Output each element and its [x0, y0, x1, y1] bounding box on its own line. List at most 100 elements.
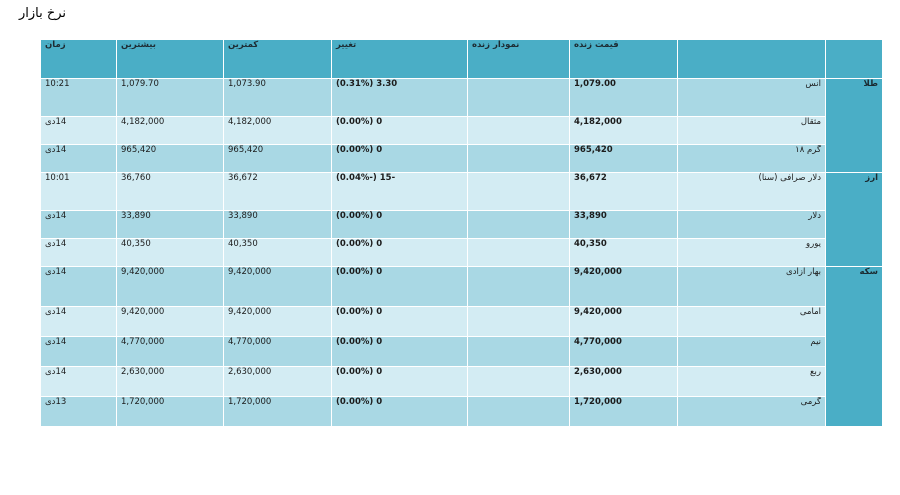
row-low: 2,630,000: [223, 366, 332, 397]
row-time: 14دی: [40, 306, 117, 337]
table-header-row: قیمت زنده نمودار زنده تغییر کمترین بیشتر…: [40, 39, 883, 79]
row-change: 0 (0.00%): [331, 396, 468, 427]
header-chart: نمودار زنده: [467, 39, 570, 79]
row-change: 0 (0.00%): [331, 266, 468, 307]
row-price: 9,420,000: [569, 306, 678, 337]
table-row: یورو 40,350 0 (0.00%) 40,350 40,350 14دی: [40, 238, 883, 267]
header-change: تغییر: [331, 39, 468, 79]
row-time: 14دی: [40, 238, 117, 267]
row-chart: [467, 396, 570, 427]
row-low: 36,672: [223, 172, 332, 211]
row-chart: [467, 116, 570, 145]
row-change: 0 (0.00%): [331, 336, 468, 367]
row-high: 40,350: [116, 238, 224, 267]
row-change: 0 (0.00%): [331, 238, 468, 267]
table-row: ارز دلار صرافی (سنا) 36,672 -15 (-0.04%)…: [40, 172, 883, 267]
row-high: 4,770,000: [116, 336, 224, 367]
row-time: 10:21: [40, 78, 117, 117]
row-chart: [467, 366, 570, 397]
table-row: دلار 33,890 0 (0.00%) 33,890 33,890 14دی: [40, 210, 883, 239]
row-high: 965,420: [116, 144, 224, 173]
row-name: انس: [677, 78, 826, 117]
row-name: مثقال: [677, 116, 826, 145]
row-time: 13دی: [40, 396, 117, 427]
market-rates-table: قیمت زنده نمودار زنده تغییر کمترین بیشتر…: [40, 39, 883, 427]
row-name: ربع: [677, 366, 826, 397]
row-chart: [467, 210, 570, 239]
header-high: بیشترین: [116, 39, 224, 79]
row-change: 3.30 (0.31%): [331, 78, 468, 117]
row-name: گرمی: [677, 396, 826, 427]
header-low: کمترین: [223, 39, 332, 79]
row-time: 14دی: [40, 144, 117, 173]
row-low: 1,720,000: [223, 396, 332, 427]
row-high: 33,890: [116, 210, 224, 239]
row-high: 36,760: [116, 172, 224, 211]
header-price: قیمت زنده: [569, 39, 678, 79]
row-change: 0 (0.00%): [331, 306, 468, 337]
row-time: 14دی: [40, 366, 117, 397]
row-price: 33,890: [569, 210, 678, 239]
row-chart: [467, 78, 570, 117]
row-price: 4,770,000: [569, 336, 678, 367]
row-chart: [467, 172, 570, 211]
row-high: 1,079.70: [116, 78, 224, 117]
row-name: بهار آزادی: [677, 266, 826, 307]
row-name: گرم ۱۸: [677, 144, 826, 173]
row-name: یورو: [677, 238, 826, 267]
header-time: زمان: [40, 39, 117, 79]
table-row: امامی 9,420,000 0 (0.00%) 9,420,000 9,42…: [40, 306, 883, 337]
row-high: 9,420,000: [116, 266, 224, 307]
row-price: 9,420,000: [569, 266, 678, 307]
row-high: 4,182,000: [116, 116, 224, 145]
row-low: 9,420,000: [223, 266, 332, 307]
row-low: 4,770,000: [223, 336, 332, 367]
row-change: 0 (0.00%): [331, 210, 468, 239]
header-group: [825, 39, 883, 79]
row-chart: [467, 238, 570, 267]
row-low: 4,182,000: [223, 116, 332, 145]
row-price: 965,420: [569, 144, 678, 173]
row-price: 40,350: [569, 238, 678, 267]
row-price: 2,630,000: [569, 366, 678, 397]
table-row: نیم 4,770,000 0 (0.00%) 4,770,000 4,770,…: [40, 336, 883, 367]
row-name: امامی: [677, 306, 826, 337]
header-name: [677, 39, 826, 79]
row-high: 2,630,000: [116, 366, 224, 397]
row-chart: [467, 306, 570, 337]
row-low: 33,890: [223, 210, 332, 239]
row-time: 14دی: [40, 210, 117, 239]
row-name: نیم: [677, 336, 826, 367]
table-row: مثقال 4,182,000 0 (0.00%) 4,182,000 4,18…: [40, 116, 883, 145]
row-price: 1,720,000: [569, 396, 678, 427]
row-name: دلار: [677, 210, 826, 239]
row-price: 1,079.00: [569, 78, 678, 117]
table-row: ربع 2,630,000 0 (0.00%) 2,630,000 2,630,…: [40, 366, 883, 397]
table-row: طلا انس 1,079.00 3.30 (0.31%) 1,073.90 1…: [40, 78, 883, 173]
group-label-coin: سکه: [825, 266, 883, 427]
row-high: 1,720,000: [116, 396, 224, 427]
row-high: 9,420,000: [116, 306, 224, 337]
row-change: 0 (0.00%): [331, 116, 468, 145]
page-title: نرخ بازار: [18, 6, 66, 21]
row-chart: [467, 336, 570, 367]
row-change: -15 (-0.04%): [331, 172, 468, 211]
row-time: 14دی: [40, 116, 117, 145]
row-chart: [467, 144, 570, 173]
table-row: سکه بهار آزادی 9,420,000 0 (0.00%) 9,420…: [40, 266, 883, 427]
row-low: 40,350: [223, 238, 332, 267]
group-label-gold: طلا: [825, 78, 883, 173]
row-name: دلار صرافی (سنا): [677, 172, 826, 211]
row-low: 9,420,000: [223, 306, 332, 337]
row-time: 14دی: [40, 266, 117, 307]
table-row: گرمی 1,720,000 0 (0.00%) 1,720,000 1,720…: [40, 396, 883, 427]
group-label-currency: ارز: [825, 172, 883, 267]
row-price: 4,182,000: [569, 116, 678, 145]
table-row: گرم ۱۸ 965,420 0 (0.00%) 965,420 965,420…: [40, 144, 883, 173]
row-low: 1,073.90: [223, 78, 332, 117]
row-chart: [467, 266, 570, 307]
row-low: 965,420: [223, 144, 332, 173]
row-time: 14دی: [40, 336, 117, 367]
row-change: 0 (0.00%): [331, 144, 468, 173]
row-price: 36,672: [569, 172, 678, 211]
